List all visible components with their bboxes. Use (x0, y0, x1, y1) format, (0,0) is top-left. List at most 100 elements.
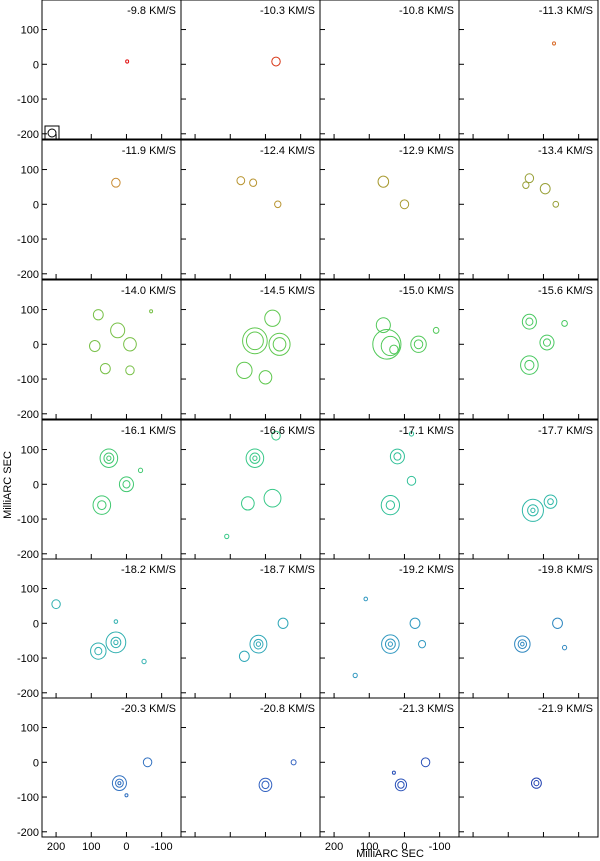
panel-frame (41, 419, 182, 560)
velocity-label: -10.8 KM/S (399, 5, 454, 17)
contour-feature (394, 778, 408, 792)
contour-feature (142, 757, 153, 768)
velocity-label: -15.0 KM/S (399, 285, 454, 297)
channel-panel: -17.7 KM/S (458, 419, 599, 560)
velocity-label: -18.2 KM/S (121, 564, 176, 576)
panel-frame (458, 697, 599, 838)
contour-feature (271, 430, 281, 441)
contour-feature (389, 448, 405, 465)
channel-panel: -11.3 KM/S (458, 0, 599, 140)
panel-frame (458, 279, 599, 420)
contour-feature (290, 759, 297, 766)
y-tick-label: 0 (33, 199, 39, 211)
panel-frame (41, 697, 182, 838)
contour-feature (117, 781, 122, 786)
contour-feature (252, 455, 258, 461)
contour-feature (123, 337, 137, 352)
panel-frame (458, 558, 599, 699)
contour-feature (125, 59, 130, 64)
contour-feature (277, 617, 289, 629)
contour-feature (92, 309, 104, 321)
panel-frame (458, 139, 599, 280)
contour-feature (242, 327, 268, 355)
contour-feature (410, 335, 427, 353)
channel-panel: -14.0 KM/S 100 0 -100 -200 (17, 279, 182, 421)
contour-feature (110, 636, 122, 649)
y-tick-label: -100 (17, 234, 39, 246)
velocity-label: -17.1 KM/S (399, 425, 454, 437)
contour-feature (111, 177, 121, 188)
contour-feature (249, 634, 268, 654)
beam-ellipse (47, 128, 57, 138)
contour-feature (547, 498, 554, 506)
velocity-label: -17.7 KM/S (538, 425, 593, 437)
contour-feature (97, 500, 107, 511)
y-tick-label: -100 (17, 792, 39, 804)
velocity-label: -14.5 KM/S (260, 285, 315, 297)
contour-feature (521, 313, 537, 330)
contour-feature (111, 775, 127, 792)
contour-feature (118, 476, 134, 493)
contour-feature (539, 334, 555, 351)
y-tick-label: 0 (33, 339, 39, 351)
channel-panel: -20.8 KM/S (180, 697, 321, 838)
contour-feature (89, 339, 101, 353)
contour-feature (268, 332, 291, 356)
contour-feature (521, 498, 544, 522)
contour-feature (406, 475, 417, 486)
velocity-label: -14.0 KM/S (121, 285, 176, 297)
y-tick-label: -200 (17, 549, 39, 561)
contour-feature (552, 41, 557, 46)
contour-feature (413, 339, 424, 350)
channel-panel: -10.8 KM/S (319, 0, 460, 140)
x-tick-label: 0 (123, 841, 129, 853)
channel-panel: -17.1 KM/S (319, 419, 460, 560)
contour-feature (384, 638, 396, 650)
contour-feature (105, 631, 127, 654)
y-tick-label: 100 (21, 165, 39, 177)
contour-feature (106, 455, 112, 461)
contour-feature (255, 641, 262, 647)
contour-feature (113, 639, 119, 646)
x-tick-label: 200 (47, 841, 65, 853)
y-tick-label: -100 (17, 374, 39, 386)
channel-panel: -16.1 KM/S 100 0 -100 -200 (17, 419, 182, 561)
y-tick-label: 100 (21, 305, 39, 317)
contour-feature (524, 173, 535, 184)
panel-frame (458, 0, 599, 140)
panel-frame (180, 558, 321, 699)
contour-feature (363, 596, 369, 602)
contour-feature (530, 507, 536, 514)
contour-feature (385, 500, 396, 511)
contour-feature (393, 452, 402, 461)
contour-feature (90, 642, 107, 660)
contour-feature (387, 641, 393, 647)
contour-feature (258, 777, 273, 793)
contour-feature (261, 780, 270, 790)
y-tick-label: -100 (17, 653, 39, 665)
y-axis-title: MilliARC SEC (2, 451, 14, 519)
channel-panel: -14.5 KM/S (180, 279, 321, 420)
contour-feature (418, 639, 427, 649)
contour-feature (51, 599, 61, 610)
contour-feature (399, 199, 410, 210)
y-tick-label: -200 (17, 409, 39, 421)
velocity-label: -12.4 KM/S (260, 145, 315, 157)
y-tick-label: -100 (17, 94, 39, 106)
velocity-label: -12.9 KM/S (399, 145, 454, 157)
contour-feature (263, 488, 282, 508)
velocity-label: -11.9 KM/S (122, 145, 176, 157)
panel-frame (180, 0, 321, 140)
velocity-label: -20.3 KM/S (121, 703, 176, 715)
contour-feature (258, 370, 273, 385)
channel-panel: -19.2 KM/S (319, 558, 460, 699)
channel-panel: -11.9 KM/S 100 0 -100 -200 (17, 139, 182, 281)
contour-feature (409, 617, 421, 629)
contour-feature (552, 617, 563, 629)
contour-feature (372, 329, 402, 360)
contour-feature (238, 650, 250, 662)
contour-feature (530, 777, 542, 789)
contour-feature (525, 317, 534, 326)
x-tick-label: 100 (82, 841, 100, 853)
